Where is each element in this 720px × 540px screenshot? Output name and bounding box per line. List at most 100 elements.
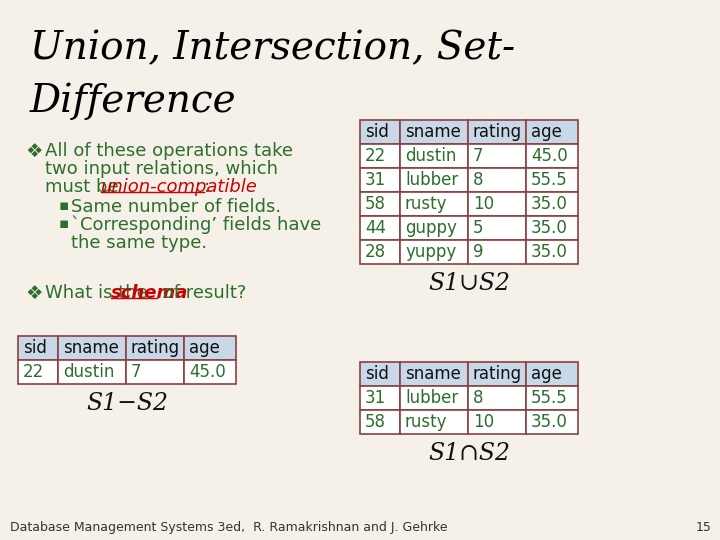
Bar	[526, 410, 578, 434]
Bar	[360, 120, 400, 144]
Bar	[360, 192, 400, 216]
Text: 8: 8	[473, 389, 484, 407]
Text: 45.0: 45.0	[189, 363, 226, 381]
Bar	[400, 192, 468, 216]
Text: 45.0: 45.0	[531, 147, 568, 165]
Bar	[526, 192, 578, 216]
Bar	[468, 120, 526, 144]
Bar	[58, 360, 126, 384]
Text: S1∪S2: S1∪S2	[428, 272, 510, 295]
Text: schema: schema	[111, 284, 189, 302]
Bar	[400, 216, 468, 240]
Text: yuppy: yuppy	[405, 243, 456, 261]
Bar	[360, 362, 400, 386]
Text: 15: 15	[696, 521, 712, 534]
Bar	[526, 168, 578, 192]
Text: rating: rating	[473, 123, 522, 141]
Bar	[400, 410, 468, 434]
Text: 35.0: 35.0	[531, 219, 568, 237]
Text: must be: must be	[45, 178, 125, 196]
Text: 5: 5	[473, 219, 484, 237]
Bar	[184, 336, 236, 360]
Text: sid: sid	[365, 365, 389, 383]
Text: Difference: Difference	[30, 82, 237, 119]
Bar	[18, 336, 58, 360]
Text: rusty: rusty	[405, 413, 448, 431]
Text: 55.5: 55.5	[531, 389, 568, 407]
Text: the same type.: the same type.	[71, 234, 207, 252]
Bar	[400, 240, 468, 264]
Text: 22: 22	[23, 363, 44, 381]
Bar	[468, 216, 526, 240]
Text: Database Management Systems 3ed,  R. Ramakrishnan and J. Gehrke: Database Management Systems 3ed, R. Rama…	[10, 521, 448, 534]
Text: rating: rating	[473, 365, 522, 383]
Bar	[360, 410, 400, 434]
Text: two input relations, which: two input relations, which	[45, 160, 278, 178]
Bar	[58, 336, 126, 360]
Text: 58: 58	[365, 195, 386, 213]
Text: What is the: What is the	[45, 284, 153, 302]
Text: 35.0: 35.0	[531, 413, 568, 431]
Bar	[360, 216, 400, 240]
Text: 7: 7	[473, 147, 484, 165]
Text: 58: 58	[365, 413, 386, 431]
Text: sname: sname	[63, 339, 119, 357]
Text: ▪: ▪	[59, 216, 69, 231]
Text: 31: 31	[365, 171, 386, 189]
Bar	[126, 360, 184, 384]
Text: 22: 22	[365, 147, 386, 165]
Text: ❖: ❖	[25, 284, 42, 303]
Text: 35.0: 35.0	[531, 195, 568, 213]
Bar	[400, 362, 468, 386]
Text: ❖: ❖	[25, 142, 42, 161]
Bar	[360, 168, 400, 192]
Text: rusty: rusty	[405, 195, 448, 213]
Bar	[526, 362, 578, 386]
Bar	[468, 144, 526, 168]
Text: 28: 28	[365, 243, 386, 261]
Bar	[360, 144, 400, 168]
Bar	[468, 240, 526, 264]
Text: 8: 8	[473, 171, 484, 189]
Bar	[360, 240, 400, 264]
Text: age: age	[189, 339, 220, 357]
Bar	[400, 144, 468, 168]
Bar	[400, 386, 468, 410]
Bar	[184, 360, 236, 384]
Text: 9: 9	[473, 243, 484, 261]
Bar	[18, 360, 58, 384]
Bar	[526, 120, 578, 144]
Text: dustin: dustin	[405, 147, 456, 165]
Bar	[468, 362, 526, 386]
Text: 55.5: 55.5	[531, 171, 568, 189]
Text: 31: 31	[365, 389, 386, 407]
Text: 10: 10	[473, 195, 494, 213]
Text: Same number of fields.: Same number of fields.	[71, 198, 281, 216]
Text: sname: sname	[405, 123, 461, 141]
Bar	[468, 168, 526, 192]
Bar	[526, 240, 578, 264]
Bar	[526, 144, 578, 168]
Text: 10: 10	[473, 413, 494, 431]
Text: age: age	[531, 123, 562, 141]
Text: All of these operations take: All of these operations take	[45, 142, 293, 160]
Text: 44: 44	[365, 219, 386, 237]
Bar	[468, 410, 526, 434]
Bar	[126, 336, 184, 360]
Text: ▪: ▪	[59, 198, 69, 213]
Bar	[526, 386, 578, 410]
Bar	[360, 386, 400, 410]
Text: sid: sid	[365, 123, 389, 141]
Text: 35.0: 35.0	[531, 243, 568, 261]
Bar	[526, 216, 578, 240]
Text: union-compatible: union-compatible	[101, 178, 258, 196]
Text: of result?: of result?	[157, 284, 246, 302]
Text: guppy: guppy	[405, 219, 457, 237]
Text: sid: sid	[23, 339, 47, 357]
Bar	[468, 192, 526, 216]
Bar	[400, 168, 468, 192]
Text: dustin: dustin	[63, 363, 114, 381]
Bar	[468, 386, 526, 410]
Text: rating: rating	[131, 339, 180, 357]
Text: lubber: lubber	[405, 171, 458, 189]
